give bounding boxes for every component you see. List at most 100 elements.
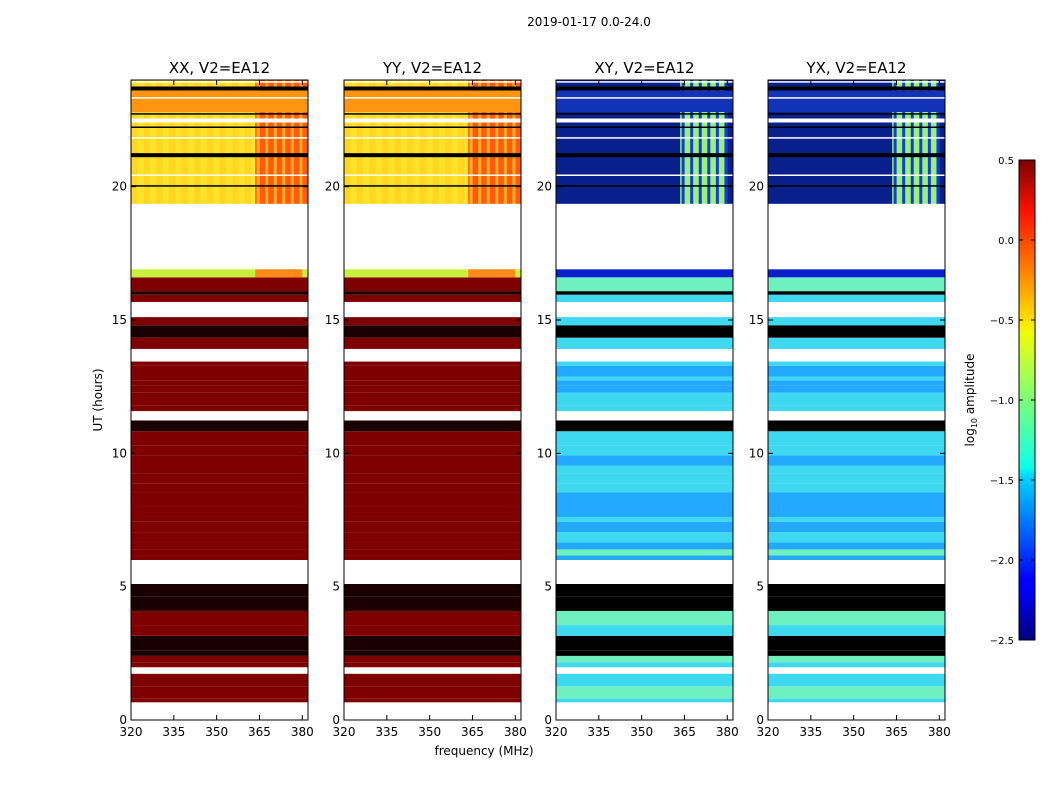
heatmap-row	[768, 492, 945, 507]
heatmap-flag-row	[131, 203, 308, 208]
heatmap-row	[768, 301, 945, 311]
heatmap-row	[131, 420, 308, 432]
heatmap-row	[556, 465, 733, 474]
heatmap-row	[556, 365, 733, 377]
heatmap-flag-row	[556, 174, 733, 176]
heatmap-band-gap	[919, 80, 923, 206]
heatmap-row	[768, 702, 945, 707]
colorbar-tick-label: −0.5	[990, 316, 1014, 327]
heatmap-row	[131, 662, 308, 668]
heatmap-row	[768, 483, 945, 493]
heatmap-row	[344, 625, 521, 636]
heatmap-flag-row	[556, 118, 733, 123]
heatmap-row	[556, 686, 733, 699]
heatmap-row	[131, 277, 308, 292]
heatmap-row	[556, 662, 733, 668]
heatmap-flag-row	[131, 86, 308, 91]
y-tick-label: 15	[749, 313, 764, 327]
heatmap-row	[556, 317, 733, 326]
heatmap-row	[768, 405, 945, 412]
heatmap-row	[768, 431, 945, 446]
x-tick-label: 350	[205, 725, 228, 739]
heatmap-row	[556, 492, 733, 507]
heatmap-row	[768, 445, 945, 456]
heatmap-row	[131, 90, 308, 112]
x-tick-label: 320	[757, 725, 780, 739]
heatmap-column	[244, 80, 252, 206]
heatmap-row	[768, 473, 945, 484]
heatmap-row	[768, 555, 945, 560]
heatmap-image	[131, 80, 308, 707]
colorbar-tick-label: −1.5	[990, 476, 1014, 487]
heatmap-row	[344, 584, 521, 597]
heatmap-row	[344, 361, 521, 366]
heatmap-row	[131, 549, 308, 556]
heatmap-row	[131, 365, 308, 377]
heatmap-row	[344, 610, 521, 626]
colorbar-ticks: 0.5 0.0 −0.5 −1.0 −1.5 −2.0 −2.5	[990, 156, 1035, 647]
heatmap-row	[556, 337, 733, 349]
heatmap-column	[419, 80, 427, 206]
heatmap-row	[344, 392, 521, 406]
heatmap-band-gap	[910, 80, 914, 206]
heatmap-band-gap	[927, 80, 931, 206]
heatmap-row	[344, 365, 521, 377]
heatmap-flag-row	[344, 174, 521, 176]
heatmap-image	[768, 80, 945, 707]
heatmap-row	[556, 431, 733, 446]
heatmap-row	[556, 673, 733, 687]
x-tick-label: 350	[418, 725, 441, 739]
heatmap-band-gap	[902, 80, 906, 206]
heatmap-band-gap	[893, 80, 897, 206]
heatmap-column	[168, 80, 176, 206]
y-tick-label: 0	[756, 713, 764, 727]
heatmap-row	[344, 420, 521, 432]
heatmap-row	[344, 455, 521, 466]
heatmap-flag-row	[768, 97, 945, 99]
heatmap-row	[344, 483, 521, 493]
heatmap-row	[344, 673, 521, 687]
heatmap-row	[131, 532, 308, 543]
heatmap-column	[445, 80, 452, 206]
heatmap-row	[131, 310, 308, 318]
heatmap-row	[556, 473, 733, 484]
heatmap-row	[344, 325, 521, 338]
heatmap-flag-row	[556, 113, 733, 115]
heatmap-row	[344, 431, 521, 446]
heatmap-flag-row	[556, 97, 733, 99]
heatmap-row	[768, 625, 945, 636]
heatmap-band-gap	[290, 80, 294, 206]
heatmap-column	[143, 80, 150, 206]
heatmap-row	[768, 294, 945, 302]
heatmap-row	[131, 291, 308, 295]
y-tick-label: 20	[749, 180, 764, 194]
heatmap-flag-row	[768, 86, 945, 91]
heatmap-image	[344, 80, 521, 707]
heatmap-row	[556, 405, 733, 412]
y-tick-label: 15	[537, 313, 552, 327]
colorbar-tick-label: −2.0	[990, 556, 1014, 567]
heatmap-band-gap	[273, 80, 277, 206]
colorbar-tick-label: −2.5	[990, 636, 1014, 647]
x-tick-label: 335	[375, 725, 398, 739]
heatmap-flag-row	[768, 126, 945, 128]
heatmap-row	[768, 673, 945, 687]
heatmap-row	[768, 291, 945, 295]
x-axis-label: frequency (MHz)	[434, 744, 533, 758]
heatmap-band-gap	[512, 80, 516, 206]
colorbar: 0.5 0.0 −0.5 −1.0 −1.5 −2.0 −2.5 log10 amplitu…	[963, 156, 1036, 647]
heatmap-band-gap	[707, 80, 711, 206]
heatmap-flag-row	[131, 97, 308, 99]
heatmap-flag-row	[556, 126, 733, 128]
heatmap-row	[131, 455, 308, 466]
heatmap-band	[255, 269, 303, 278]
heatmap-flag-row	[556, 153, 733, 158]
colorbar-tick-label: 0.5	[998, 156, 1014, 167]
x-tick-label: 365	[248, 725, 271, 739]
y-tick-label: 0	[544, 713, 552, 727]
panel-xx: XX, V2=EA12 0 5 10 15 20 320 335 350 365 380	[112, 59, 314, 739]
heatmap-row	[344, 686, 521, 699]
heatmap-row	[131, 542, 308, 550]
heatmap-row	[556, 348, 733, 362]
heatmap-row	[131, 555, 308, 560]
